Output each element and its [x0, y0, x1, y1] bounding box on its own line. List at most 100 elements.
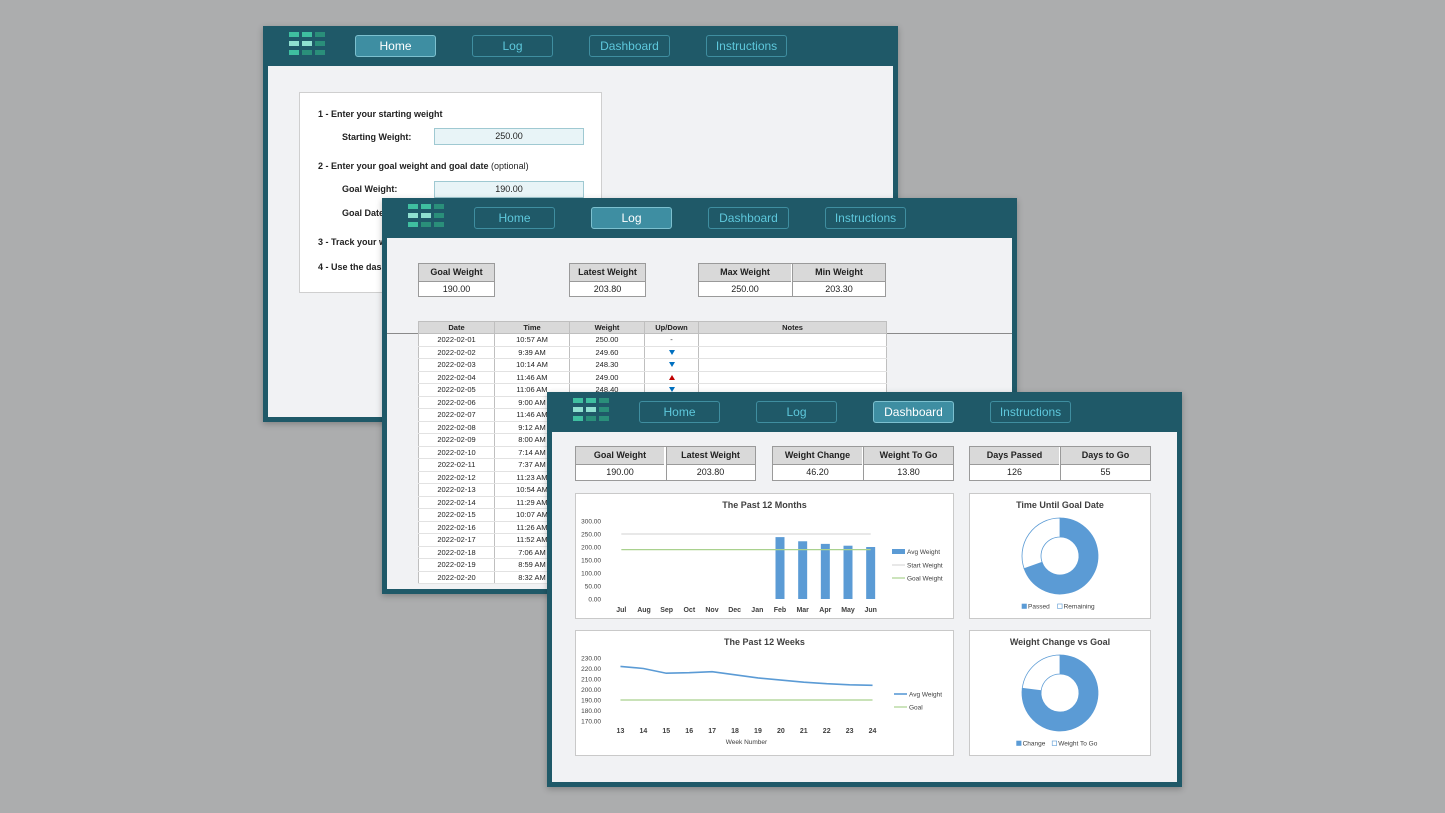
x-tick-label: 22 [823, 728, 831, 735]
kpi-value: 203.80 [593, 284, 622, 294]
date-cell: 2022-02-04 [418, 371, 495, 384]
y-tick-label: 180.00 [581, 708, 601, 715]
kpi-value: 203.30 [825, 284, 853, 294]
legend-label: Change [1023, 741, 1046, 748]
date-cell: 2022-02-10 [418, 446, 495, 459]
legend-label: Remaining [1064, 604, 1095, 611]
y-tick-label: 190.00 [581, 698, 601, 705]
notes-cell[interactable] [698, 358, 887, 372]
date-cell: 2022-02-14 [418, 496, 495, 509]
trend-cell: up [644, 371, 699, 384]
app-logo-icon [289, 32, 327, 60]
date-cell: 2022-02-20 [418, 571, 495, 584]
date-cell: 2022-02-15 [418, 508, 495, 522]
step1-label: 1 - Enter your starting weight [318, 109, 443, 119]
donut-slice-change [1021, 654, 1099, 732]
bar-avg-weight [798, 541, 808, 599]
y-tick-label: 230.00 [581, 656, 601, 663]
y-tick-label: 250.00 [581, 532, 601, 539]
trend-cell: - [644, 333, 699, 347]
legend-label: Start Weight [907, 563, 943, 570]
date-cell: 2022-02-19 [418, 558, 495, 572]
table-row[interactable]: 2022-02-01 10:57 AM 250.00 - [418, 333, 887, 347]
nav-home-button[interactable]: Home [474, 207, 555, 229]
column-header: Date [418, 321, 495, 334]
nav-instructions-button[interactable]: Instructions [706, 35, 787, 57]
x-tick-label: 20 [777, 728, 785, 735]
kpi-goal-latest: Goal Weight Latest Weight 190.00 203.80 [575, 446, 756, 481]
kpi-latest-weight: Latest Weight 203.80 [569, 263, 646, 297]
nav-log-button[interactable]: Log [756, 401, 837, 423]
notes-cell[interactable] [698, 333, 887, 347]
nav-dashboard-button[interactable]: Dashboard [708, 207, 789, 229]
x-tick-label: Aug [637, 607, 651, 614]
kpi-label: Days Passed [970, 447, 1059, 465]
x-tick-label: 16 [685, 728, 693, 735]
nav-log-button[interactable]: Log [472, 35, 553, 57]
x-tick-label: Jan [751, 607, 763, 614]
column-header: Up/Down [644, 321, 699, 334]
kpi-change-togo: Weight Change Weight To Go 46.20 13.80 [772, 446, 954, 481]
nav-instructions-button[interactable]: Instructions [825, 207, 906, 229]
nav-home-button[interactable]: Home [355, 35, 436, 57]
date-cell: 2022-02-18 [418, 546, 495, 559]
donut-slice-passed [1023, 517, 1099, 595]
kpi-divider [1060, 447, 1061, 480]
change-goal-donut-chart: Change Weight To Go [1016, 654, 1099, 748]
legend-swatch [1021, 603, 1027, 609]
kpi-label: Min Weight [793, 264, 885, 282]
step2-label: 2 - Enter your goal weight and goal date… [318, 161, 529, 171]
app-logo-icon [573, 398, 611, 426]
nav-dashboard-button[interactable]: Dashboard [873, 401, 954, 423]
x-tick-label: Mar [796, 607, 809, 614]
dashboard-header: Home Log Dashboard Instructions [547, 392, 1182, 432]
nav-home-button[interactable]: Home [639, 401, 720, 423]
nav-dashboard-button[interactable]: Dashboard [589, 35, 670, 57]
kpi-divider [666, 447, 667, 480]
y-tick-label: 150.00 [581, 558, 601, 565]
column-header: Weight [569, 321, 645, 334]
legend-label: Avg Weight [909, 692, 942, 699]
x-tick-label: Apr [819, 607, 831, 614]
date-cell: 2022-02-08 [418, 421, 495, 434]
x-tick-label: 18 [731, 728, 739, 735]
legend-label: Goal Weight [907, 576, 943, 583]
x-tick-label: 24 [869, 728, 877, 735]
starting-weight-input[interactable]: 250.00 [434, 128, 584, 145]
time-cell: 10:57 AM [494, 333, 570, 347]
step4-label: 4 - Use the dash [318, 262, 388, 272]
legend-label: Goal [909, 705, 923, 712]
weeks-chart-panel: The Past 12 Weeks 230.00 220.00 210.00 200.… [575, 630, 954, 756]
dashboard-window: Home Log Dashboard Instructions Goal Wei… [547, 392, 1182, 787]
log-table-header: Date Time Weight Up/Down Notes [418, 321, 887, 334]
y-tick-label: 210.00 [581, 677, 601, 684]
starting-weight-label: Starting Weight: [342, 132, 412, 142]
change-goal-chart-panel: Weight Change vs Goal Change Weight To Go [969, 630, 1151, 756]
kpi-value: 55 [1100, 467, 1111, 477]
months-chart-title: The Past 12 Months [722, 500, 807, 510]
x-axis-label: Week Number [726, 739, 768, 746]
column-header: Notes [698, 321, 887, 334]
donut-slice-weight-to-go [1021, 654, 1061, 692]
trend-down-icon: down [668, 387, 675, 393]
nav-instructions-button[interactable]: Instructions [990, 401, 1071, 423]
date-cell: 2022-02-05 [418, 383, 495, 397]
kpi-label: Goal Weight [576, 447, 664, 465]
x-tick-label: Sep [660, 607, 673, 614]
weight-cell: 249.00 [569, 371, 645, 384]
x-tick-label: Nov [705, 607, 718, 614]
time-cell: 11:46 AM [494, 371, 570, 384]
y-tick-label: 100.00 [581, 571, 601, 578]
notes-cell[interactable] [698, 371, 887, 384]
goal-weight-input[interactable]: 190.00 [434, 181, 584, 198]
x-tick-label: Dec [728, 607, 741, 614]
nav-log-button[interactable]: Log [591, 207, 672, 229]
notes-cell[interactable] [698, 346, 887, 359]
trend-up-icon: up [668, 374, 675, 380]
bar-avg-weight [843, 545, 853, 599]
bar-avg-weight [866, 547, 876, 599]
date-cell: 2022-02-16 [418, 521, 495, 534]
